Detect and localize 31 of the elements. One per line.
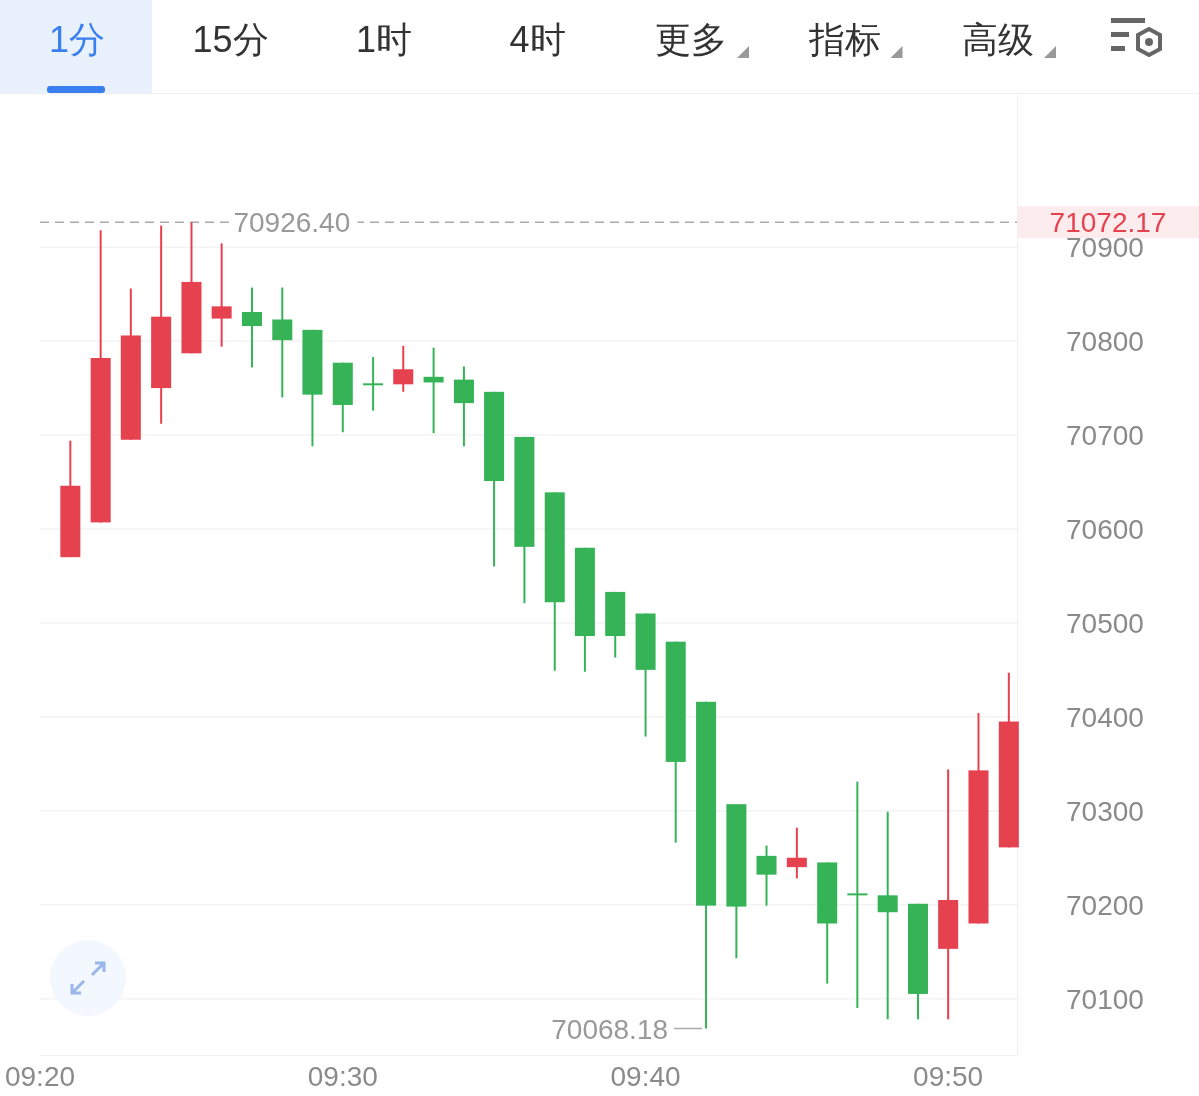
y-tick-label: 70100 [1066, 983, 1144, 1015]
text: 高级 [962, 19, 1034, 60]
y-tick-label: 70300 [1066, 795, 1144, 827]
y-tick-label: 70500 [1066, 607, 1144, 639]
annotation: 70926.40 [233, 207, 351, 239]
text: 4时 [509, 19, 566, 60]
candlestick [363, 356, 384, 412]
candlestick [241, 286, 262, 369]
y-tick-label: 70700 [1066, 420, 1144, 452]
candlestick [453, 365, 474, 448]
candlestick [211, 242, 232, 348]
x-tick-label: 09:50 [913, 1061, 984, 1092]
text: 1时 [355, 19, 413, 60]
x-tick-label: 09:40 [610, 1061, 681, 1092]
text: 更多 [655, 19, 727, 60]
candlestick [847, 780, 868, 1010]
x-tick-label: 09:30 [307, 1061, 378, 1092]
y-tick-label: 70800 [1066, 326, 1144, 358]
candlestick [786, 826, 807, 880]
x-tick-label: 09:20 [4, 1061, 76, 1092]
y-tick-label: 70600 [1066, 513, 1144, 545]
candlestick [756, 844, 777, 907]
text: 指标 [807, 19, 881, 60]
candlestick [393, 344, 414, 393]
text: 15分 [192, 19, 269, 60]
y-tick-label: 70200 [1066, 889, 1144, 921]
candlestick [877, 810, 898, 1021]
annotation: 70068.18 [551, 1013, 669, 1045]
candlestick [272, 286, 293, 399]
text: 1分 [48, 19, 106, 60]
y-tick-label: 70400 [1066, 701, 1144, 733]
